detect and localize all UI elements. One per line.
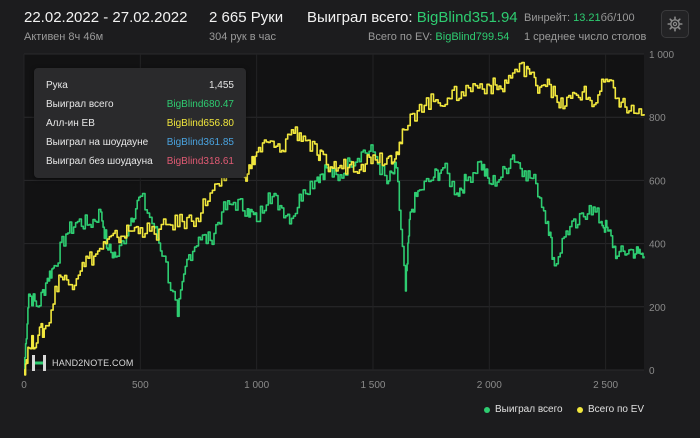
tooltip-row-value: BigBlind656.80 [166,118,234,129]
tooltip-row-value: BigBlind680.47 [166,99,234,110]
winrate-value: 13.21 [573,12,601,24]
tooltip-row-label: Рука [46,80,68,91]
tooltip-row-value: 1,455 [208,80,234,91]
settings-button[interactable] [661,10,689,38]
tooltip-row-label: Выиграл на шоудауне [46,137,149,148]
tooltip-row-label: Выиграл всего [46,99,114,110]
tooltip-row-label: Алл-ин EB [46,118,95,129]
series-line-ev [24,61,645,376]
series-line-won [24,144,645,371]
tooltip: Рука 1,455 Выиграл всего BigBlind680.47 Алл-… [34,68,246,178]
x-tick-label: 1 500 [360,380,385,391]
won-label: Выиграл всего: [307,9,413,26]
winrate: Винрейт: 13.21бб/100 [524,12,635,24]
legend-dot-won [484,406,490,413]
legend-label-won: Выиграл всего [495,404,563,415]
legend-item-won[interactable]: Выиграл всего [484,404,563,415]
winrate-label: Винрейт: [524,12,571,24]
y-tick-label: 1 000 [649,50,674,61]
tooltip-row-value: BigBlind361.85 [166,137,234,148]
tooltip-row: Выиграл всего BigBlind680.47 [46,99,234,117]
ev-value: BigBlind799.54 [435,31,510,43]
x-tick-label: 1 000 [244,380,269,391]
ev-summary: Всего по EV: BigBlind799.54 [368,31,509,43]
hand2note-logo: HAND2NOTE.COM [30,354,134,372]
y-tick-label: 600 [649,176,666,187]
y-tick-label: 0 [649,366,655,377]
y-tick-label: 800 [649,113,666,124]
won-summary: Выиграл всего: BigBlind351.94 [307,9,518,26]
date-range: 22.02.2022 - 27.02.2022 [24,9,188,26]
tooltip-row: Выиграл без шоудауна BigBlind318.61 [46,156,234,174]
y-tick-label: 200 [649,303,666,314]
avg-tables: 1 среднее число столов [524,31,647,43]
x-tick-label: 2 000 [477,380,502,391]
hands-per-hour: 304 рук в час [209,31,277,43]
tooltip-row-label: Выиграл без шоудауна [46,156,153,167]
tooltip-row: Алл-ин EB BigBlind656.80 [46,118,234,136]
won-value: BigBlind351.94 [416,9,518,26]
hand2note-logo-icon [32,355,46,371]
logo-text: HAND2NOTE.COM [52,358,134,368]
x-tick-label: 0 [21,380,27,391]
legend-item-ev[interactable]: Всего по EV [577,404,644,415]
winrate-unit: бб/100 [600,12,635,24]
y-tick-label: 400 [649,240,666,251]
tooltip-row: Выиграл на шоудауне BigBlind361.85 [46,137,234,155]
active-time: Активен 8ч 46м [24,31,104,43]
gear-icon [667,16,683,32]
tooltip-row: Рука 1,455 [46,80,234,98]
legend-label-ev: Всего по EV [588,404,645,415]
x-tick-label: 2 500 [593,380,618,391]
header-bar: 22.02.2022 - 27.02.2022 Активен 8ч 46м 2… [0,0,700,50]
hands-count: 2 665 Руки [209,9,284,26]
tooltip-row-value: BigBlind318.61 [166,156,234,167]
x-tick-label: 500 [132,380,149,391]
ev-label: Всего по EV: [368,31,433,43]
legend-dot-ev [577,406,583,413]
